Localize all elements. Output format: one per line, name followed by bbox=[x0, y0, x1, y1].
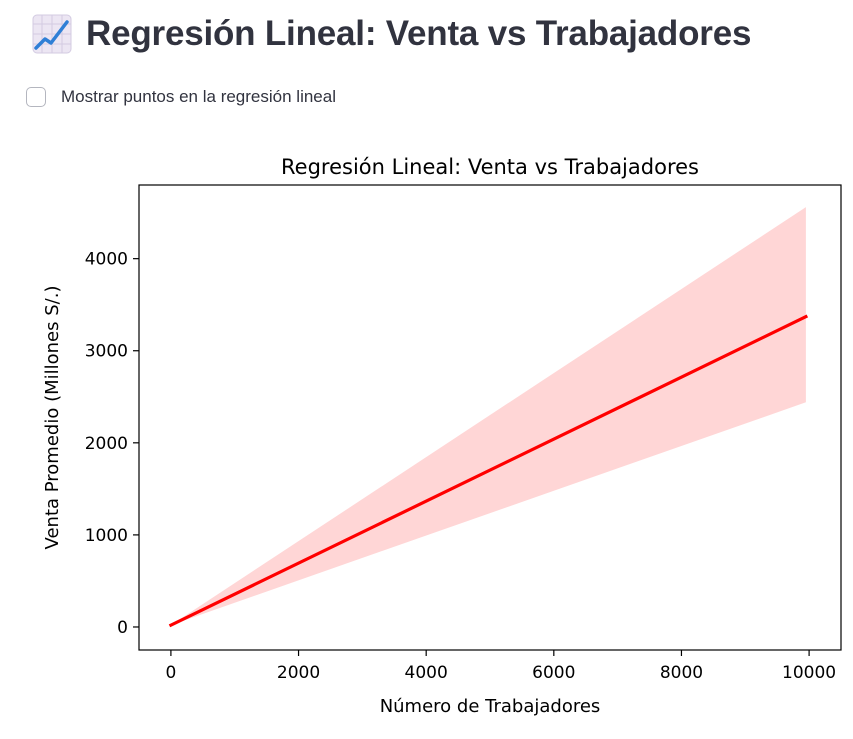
x-tick-label: 8000 bbox=[660, 663, 703, 683]
x-tick-label: 6000 bbox=[532, 663, 575, 683]
confidence-band-0 bbox=[170, 207, 806, 626]
y-axis: 0 1000 2000 3000 4000 bbox=[85, 250, 139, 638]
y-tick-label: 0 bbox=[117, 618, 128, 638]
x-tick-label: 4000 bbox=[405, 663, 448, 683]
y-tick-label: 2000 bbox=[85, 434, 128, 454]
regression-line-0 bbox=[168, 314, 809, 628]
page-header: Regresión Lineal: Venta vs Trabajadores bbox=[32, 14, 751, 54]
show-points-label: Mostrar puntos en la regresión lineal bbox=[61, 87, 336, 106]
chart-increasing-icon bbox=[32, 14, 72, 54]
y-axis-label: Venta Promedio (Millones S/.) bbox=[42, 286, 63, 550]
y-tick-label: 1000 bbox=[85, 526, 128, 546]
plot-frame bbox=[138, 184, 842, 651]
x-axis-label: Número de Trabajadores bbox=[380, 696, 601, 717]
plot-area bbox=[168, 207, 809, 628]
y-tick-label: 3000 bbox=[85, 342, 128, 362]
show-points-checkbox[interactable] bbox=[26, 87, 46, 107]
x-tick-label: 2000 bbox=[277, 663, 320, 683]
chart-title: Regresión Lineal: Venta vs Trabajadores bbox=[281, 155, 699, 179]
show-points-option[interactable]: Mostrar puntos en la regresión lineal bbox=[26, 87, 336, 107]
x-tick-label: 0 bbox=[165, 663, 176, 683]
x-tick-label: 10000 bbox=[782, 663, 836, 683]
page-title: Regresión Lineal: Venta vs Trabajadores bbox=[86, 14, 752, 53]
y-tick-label: 4000 bbox=[85, 250, 128, 270]
x-axis: 0 2000 4000 6000 8000 10000 bbox=[165, 650, 836, 683]
